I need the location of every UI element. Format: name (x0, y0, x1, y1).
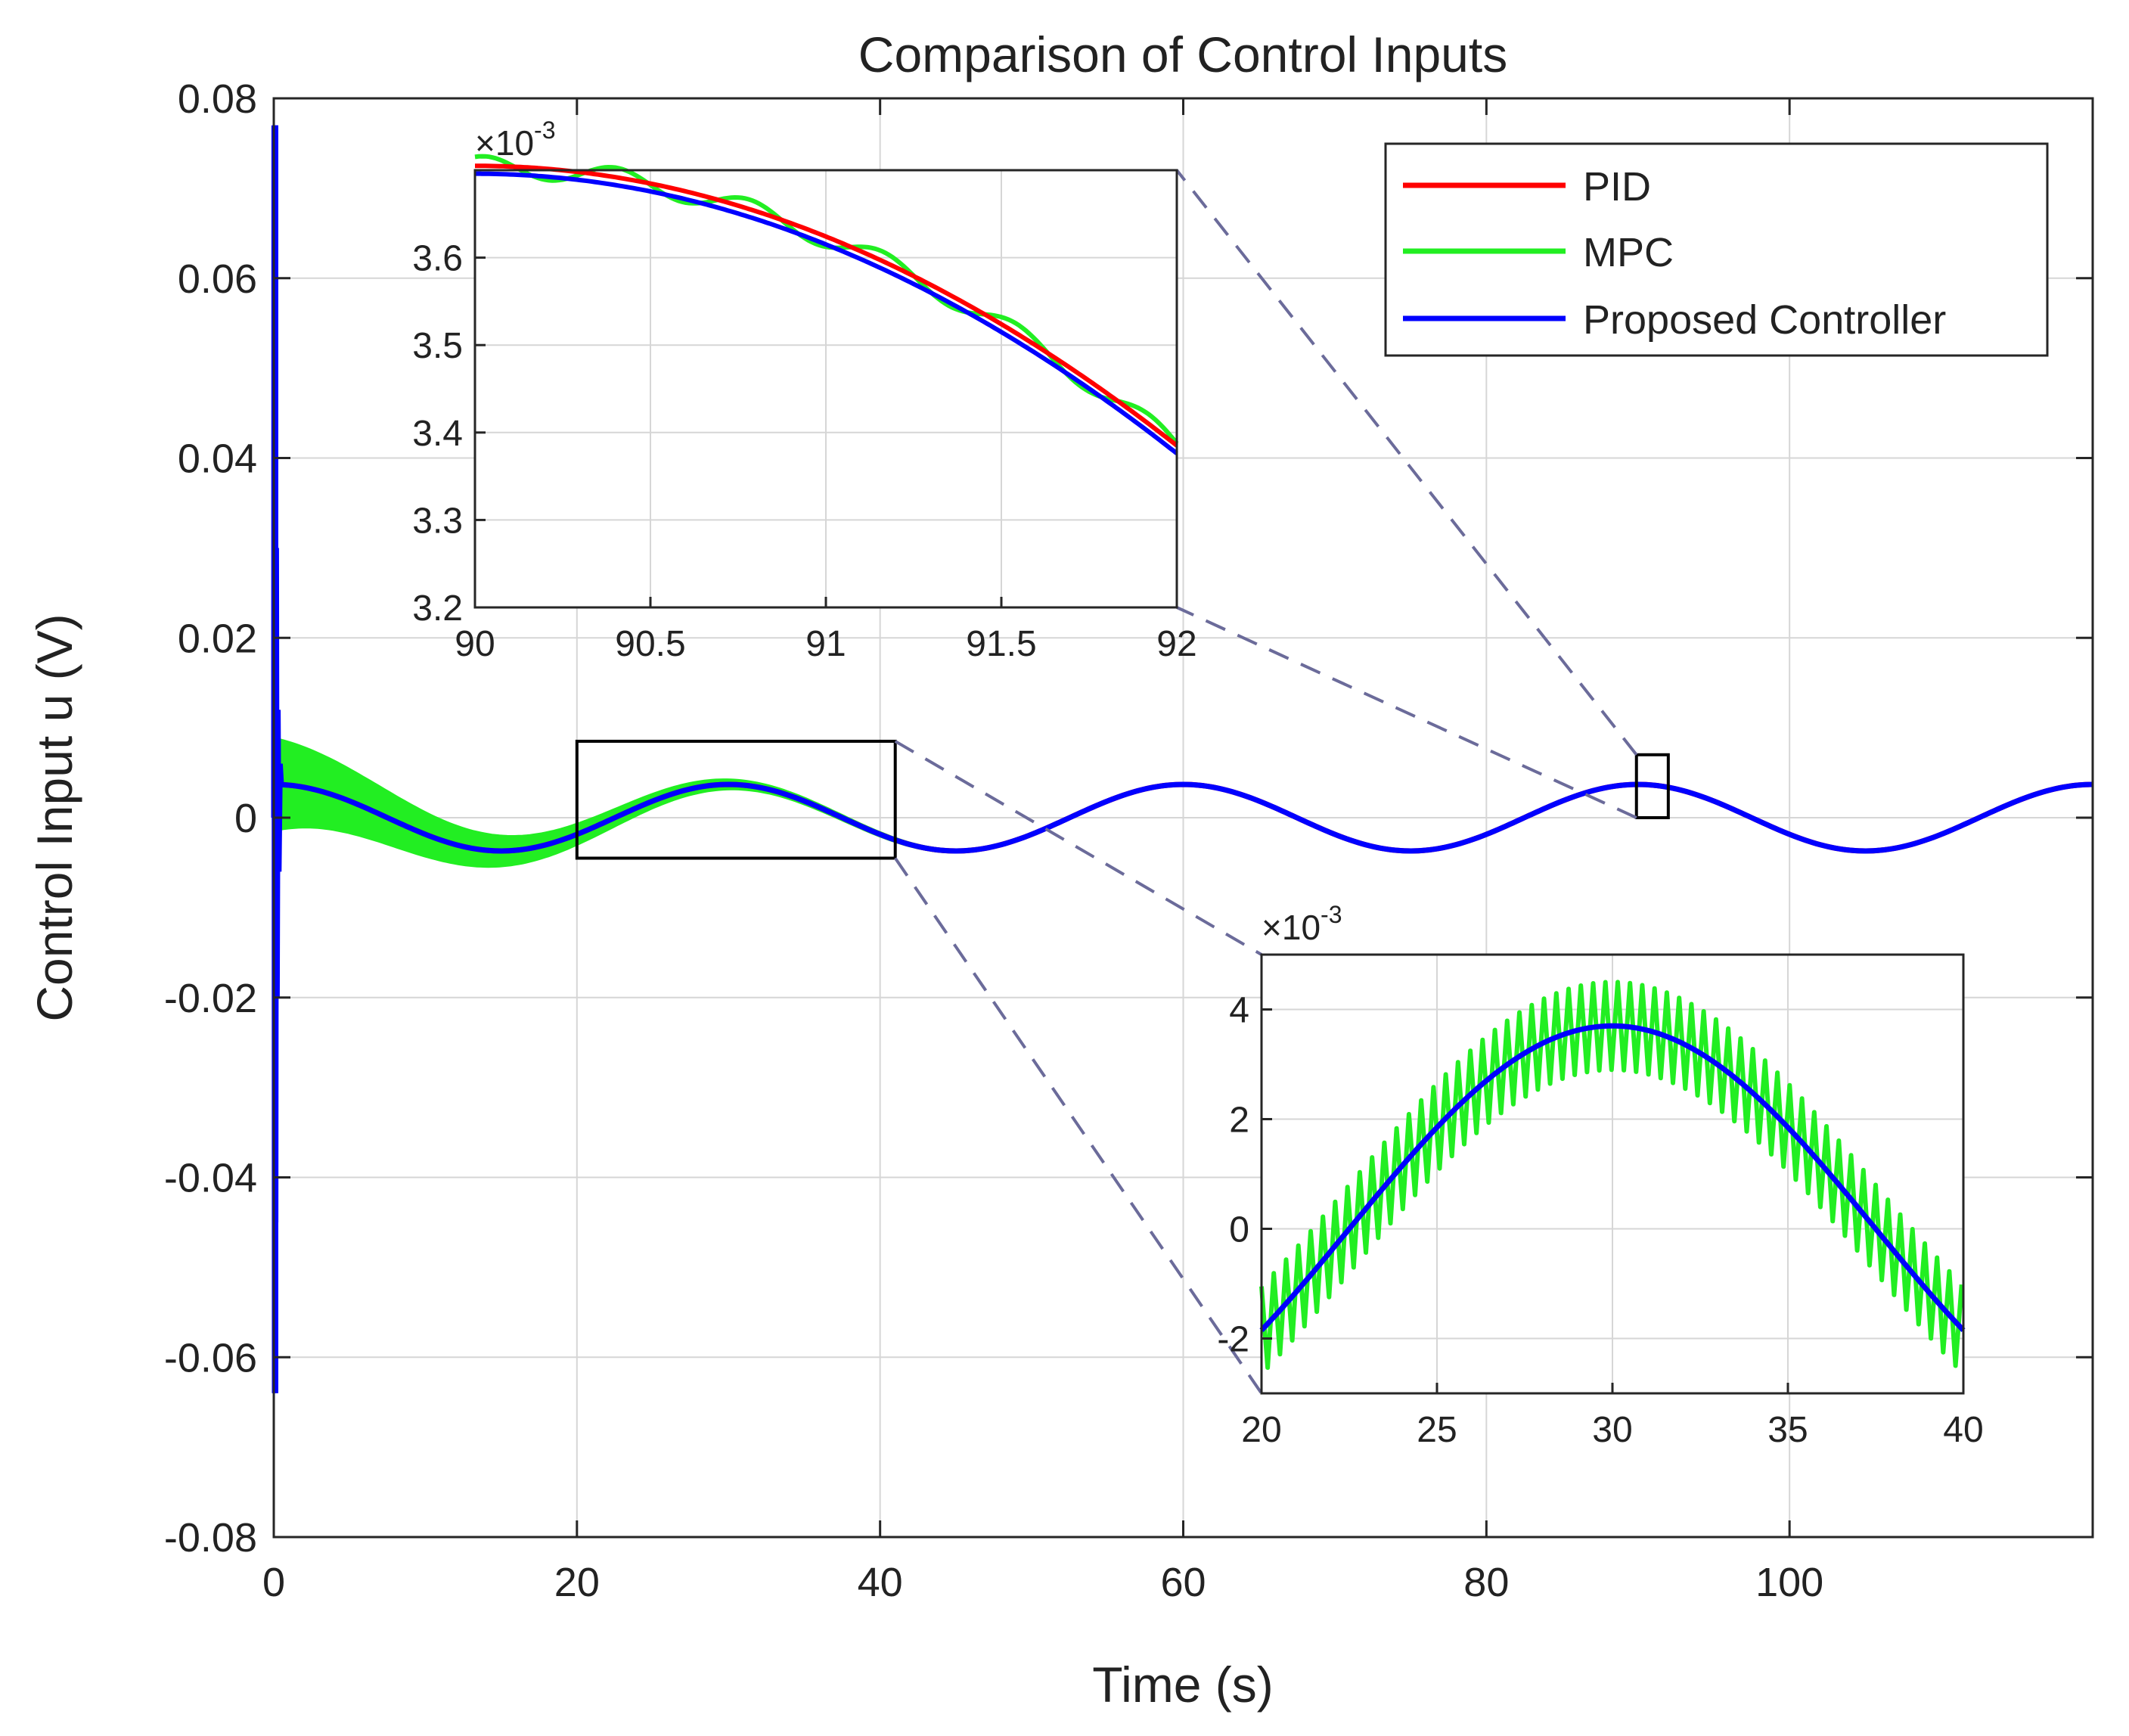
inset-top-scale: ×10-3 (475, 116, 555, 163)
inset-bottom-x-tick-label-1: 25 (1417, 1410, 1457, 1450)
main-x-tick-label-0: 0 (262, 1560, 285, 1605)
inset-bottom-x-tick-label-3: 35 (1767, 1410, 1808, 1450)
main-y-tick-label-3: -0.02 (164, 976, 257, 1021)
main-series (271, 125, 2093, 1393)
legend-label-mpc: MPC (1583, 230, 1674, 275)
zoom-connector-2 (894, 740, 1263, 956)
inset-bottom-proposed-line (1259, 1023, 1966, 1332)
zoom-box-0 (575, 739, 897, 860)
main-y-tick-label-2: -0.04 (164, 1156, 257, 1201)
zoom-boxes (575, 739, 1670, 860)
inset-top-y-tick-label-3: 3.5 (412, 326, 463, 366)
legend-label-proposed: Proposed Controller (1583, 297, 1946, 343)
inset-top-y-tick-label-1: 3.3 (412, 501, 463, 541)
main-y-tick-label-1: -0.06 (164, 1335, 257, 1380)
y-axis-label: Control Input u (V) (26, 613, 82, 1021)
inset-bottom: 20 25 30 35 40 -2 0 2 4 ×10-3 (1217, 901, 1983, 1450)
inset-top-y-tick-label-2: 3.4 (412, 414, 463, 454)
inset-bottom-y-tick-label-0: -2 (1217, 1320, 1249, 1360)
inset-top-x-tick-label-4: 92 (1156, 624, 1196, 664)
inset-top-x-tick-label-0: 90 (455, 624, 495, 664)
inset-top-y-tick-label-0: 3.2 (412, 589, 463, 629)
inset-bottom-x-tick-label-0: 20 (1241, 1410, 1281, 1450)
inset-top-x-tick-label-1: 90.5 (615, 624, 685, 664)
inset-bottom-scale-exponent: -3 (1321, 901, 1342, 928)
inset-top-proposed-line (475, 171, 1178, 455)
inset-top-scale-base: ×10 (475, 123, 534, 163)
main-x-tick-label-4: 80 (1463, 1560, 1509, 1605)
inset-bottom-mpc-line (1259, 980, 1964, 1370)
inset-top-grid (475, 170, 1177, 607)
inset-bottom-scale-base: ×10 (1262, 908, 1321, 947)
inset-top: 90 90.5 91 91.5 92 3.2 3.3 3.4 3.5 3.6 ×10-3 (412, 116, 1196, 664)
inset-bottom-y-tick-label-2: 2 (1229, 1101, 1249, 1141)
inset-bottom-x-tick-label-4: 40 (1943, 1410, 1983, 1450)
main-y-tick-label-6: 0.04 (178, 436, 257, 482)
zoom-connector-0 (1175, 169, 1638, 756)
inset-bottom-y-tick-label-1: 0 (1229, 1210, 1249, 1250)
main-y-tick-label-4: 0 (234, 796, 257, 841)
inset-bottom-ticks: 20 25 30 35 40 -2 0 2 4 (1217, 991, 1983, 1451)
inset-top-x-tick-label-2: 91 (805, 624, 846, 664)
zoom-connector-1 (1176, 606, 1637, 819)
main-x-tick-label-5: 100 (1755, 1560, 1823, 1605)
inset-bottom-x-tick-label-2: 30 (1592, 1410, 1632, 1450)
inset-top-scale-exponent: -3 (534, 116, 555, 144)
x-axis-label: Time (s) (1092, 1657, 1274, 1713)
zoom-connectors (894, 169, 1638, 1395)
main-x-tick-label-3: 60 (1160, 1560, 1206, 1605)
main-x-tick-label-2: 40 (858, 1560, 903, 1605)
main-y-tick-label-8: 0.08 (178, 76, 257, 122)
main-proposed-line (271, 125, 2093, 1393)
legend: PID MPC Proposed Controller (1384, 142, 2049, 357)
main-y-tick-label-7: 0.06 (178, 256, 257, 302)
inset-top-x-tick-label-3: 91.5 (966, 624, 1036, 664)
main-y-tick-label-0: -0.08 (164, 1515, 257, 1561)
inset-bottom-scale: ×10-3 (1262, 901, 1342, 947)
main-y-tick-label-5: 0.02 (178, 616, 257, 661)
inset-top-y-tick-label-4: 3.6 (412, 239, 463, 279)
zoom-box-1 (1634, 753, 1670, 819)
inset-top-ticks: 90 90.5 91 91.5 92 3.2 3.3 3.4 3.5 3.6 (412, 239, 1196, 664)
legend-label-pid: PID (1583, 164, 1651, 210)
chart-title: Comparison of Control Inputs (858, 26, 1507, 82)
main-x-tick-label-1: 20 (554, 1560, 600, 1605)
inset-bottom-y-tick-label-3: 4 (1229, 991, 1249, 1031)
inset-top-pid-line (475, 163, 1178, 448)
inset-bottom-series (1259, 980, 1966, 1370)
zoom-connector-3 (894, 857, 1263, 1395)
main-ticks: 0 20 40 60 80 100-0.08-0.06-0.04-0.0200.020.0… (164, 76, 2093, 1605)
